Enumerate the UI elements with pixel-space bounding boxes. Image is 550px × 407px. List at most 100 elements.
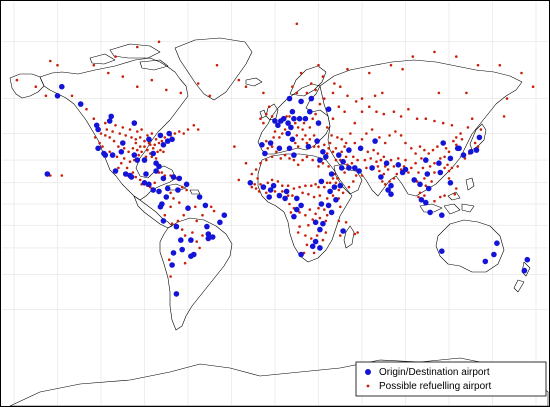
refuel-airport-marker <box>185 188 188 192</box>
refuel-airport-marker <box>317 165 320 168</box>
refuel-airport-marker <box>253 183 256 186</box>
refuel-airport-marker <box>356 158 359 162</box>
origin-airport-marker <box>160 175 167 182</box>
refuel-airport-marker <box>136 130 139 133</box>
refuel-airport-marker <box>295 134 299 137</box>
origin-airport-marker <box>456 145 462 152</box>
origin-airport-marker <box>286 95 293 102</box>
origin-airport-marker <box>312 238 319 245</box>
refuel-airport-marker <box>288 115 291 118</box>
refuel-airport-marker <box>443 155 446 159</box>
refuel-airport-marker <box>291 194 294 197</box>
refuel-airport-marker <box>378 169 381 173</box>
refuel-airport-marker <box>360 174 364 177</box>
origin-airport-marker <box>439 212 445 218</box>
refuel-airport-marker <box>531 85 535 88</box>
refuel-airport-marker <box>92 63 96 67</box>
refuel-airport-marker <box>279 157 283 160</box>
origin-airport-marker <box>291 115 297 122</box>
origin-airport-marker <box>308 95 315 102</box>
origin-airport-marker <box>285 130 291 137</box>
refuel-airport-marker <box>160 139 164 143</box>
refuel-airport-marker <box>259 183 262 186</box>
refuel-airport-marker <box>353 121 357 125</box>
origin-airport-marker <box>77 101 84 107</box>
refuel-airport-marker <box>365 132 368 135</box>
refuel-airport-marker <box>389 63 393 67</box>
refuel-airport-marker <box>201 234 204 237</box>
refuel-airport-marker <box>372 148 375 152</box>
origin-airport-marker <box>327 188 333 195</box>
origin-airport-marker <box>164 185 171 192</box>
refuel-airport-marker <box>108 136 111 139</box>
origin-airport-marker <box>166 130 172 137</box>
refuel-airport-marker <box>159 148 162 152</box>
refuel-airport-marker <box>447 150 451 154</box>
refuel-airport-marker <box>375 160 378 163</box>
refuel-airport-marker <box>237 78 241 82</box>
refuel-airport-marker <box>186 128 190 131</box>
origin-airport-marker <box>369 165 375 171</box>
origin-airport-marker <box>153 160 159 166</box>
origin-airport-marker <box>150 187 156 193</box>
refuel-airport-marker <box>466 126 470 129</box>
refuel-airport-marker <box>265 112 268 116</box>
origin-airport-marker <box>267 187 274 193</box>
origin-airport-marker <box>285 120 291 126</box>
refuel-airport-marker <box>305 155 309 159</box>
refuel-airport-marker <box>379 158 383 162</box>
refuel-airport-marker <box>323 185 326 189</box>
origin-airport-marker <box>383 160 390 166</box>
origin-airport-marker <box>320 220 326 227</box>
refuel-airport-marker <box>476 145 480 148</box>
refuel-airport-marker <box>311 218 315 221</box>
origin-airport-marker <box>325 106 332 112</box>
origin-airport-marker <box>352 165 358 171</box>
origin-airport-marker <box>160 142 167 148</box>
refuel-airport-marker <box>386 168 390 171</box>
refuel-airport-marker <box>125 166 129 170</box>
refuel-airport-marker <box>318 194 322 197</box>
refuel-airport-marker <box>165 88 168 92</box>
refuel-airport-marker <box>286 194 290 197</box>
refuel-airport-marker <box>392 177 396 180</box>
refuel-airport-marker <box>383 183 387 186</box>
refuel-airport-marker <box>346 67 349 71</box>
origin-airport-marker <box>491 251 497 258</box>
origin-airport-marker <box>385 187 391 193</box>
refuel-airport-marker <box>262 121 265 125</box>
refuel-airport-marker <box>304 134 307 137</box>
refuel-airport-marker <box>441 121 445 125</box>
refuel-airport-marker <box>131 147 135 150</box>
refuel-airport-marker <box>436 145 439 148</box>
refuel-airport-marker <box>160 171 164 174</box>
origin-airport-marker <box>288 124 294 131</box>
refuel-airport-marker <box>420 157 423 160</box>
origin-airport-marker <box>118 149 125 155</box>
refuel-airport-marker <box>418 191 422 195</box>
origin-airport-marker <box>150 150 156 157</box>
origin-airport-marker <box>439 248 445 254</box>
refuel-airport-marker <box>505 97 509 100</box>
refuel-airport-marker <box>233 145 236 148</box>
refuel-airport-marker <box>270 115 274 118</box>
refuel-airport-marker <box>267 105 271 108</box>
origin-airport-marker <box>307 108 313 115</box>
refuel-airport-marker <box>337 219 341 223</box>
coast-madagascar <box>343 225 355 249</box>
refuel-airport-marker <box>209 205 213 209</box>
refuel-airport-marker <box>178 201 181 204</box>
origin-airport-marker <box>331 184 338 190</box>
coast-iceland <box>245 77 263 87</box>
refuel-airport-marker <box>339 234 342 237</box>
refuel-airport-marker <box>363 158 367 162</box>
refuel-airport-marker <box>336 136 339 139</box>
refuel-airport-marker <box>520 71 523 75</box>
refuel-airport-marker <box>130 136 133 139</box>
refuel-airport-marker <box>343 145 346 148</box>
origin-airport-marker <box>95 126 101 133</box>
origin-airport-marker <box>440 140 447 146</box>
refuel-airport-marker <box>301 158 304 162</box>
origin-airport-marker <box>291 213 297 220</box>
